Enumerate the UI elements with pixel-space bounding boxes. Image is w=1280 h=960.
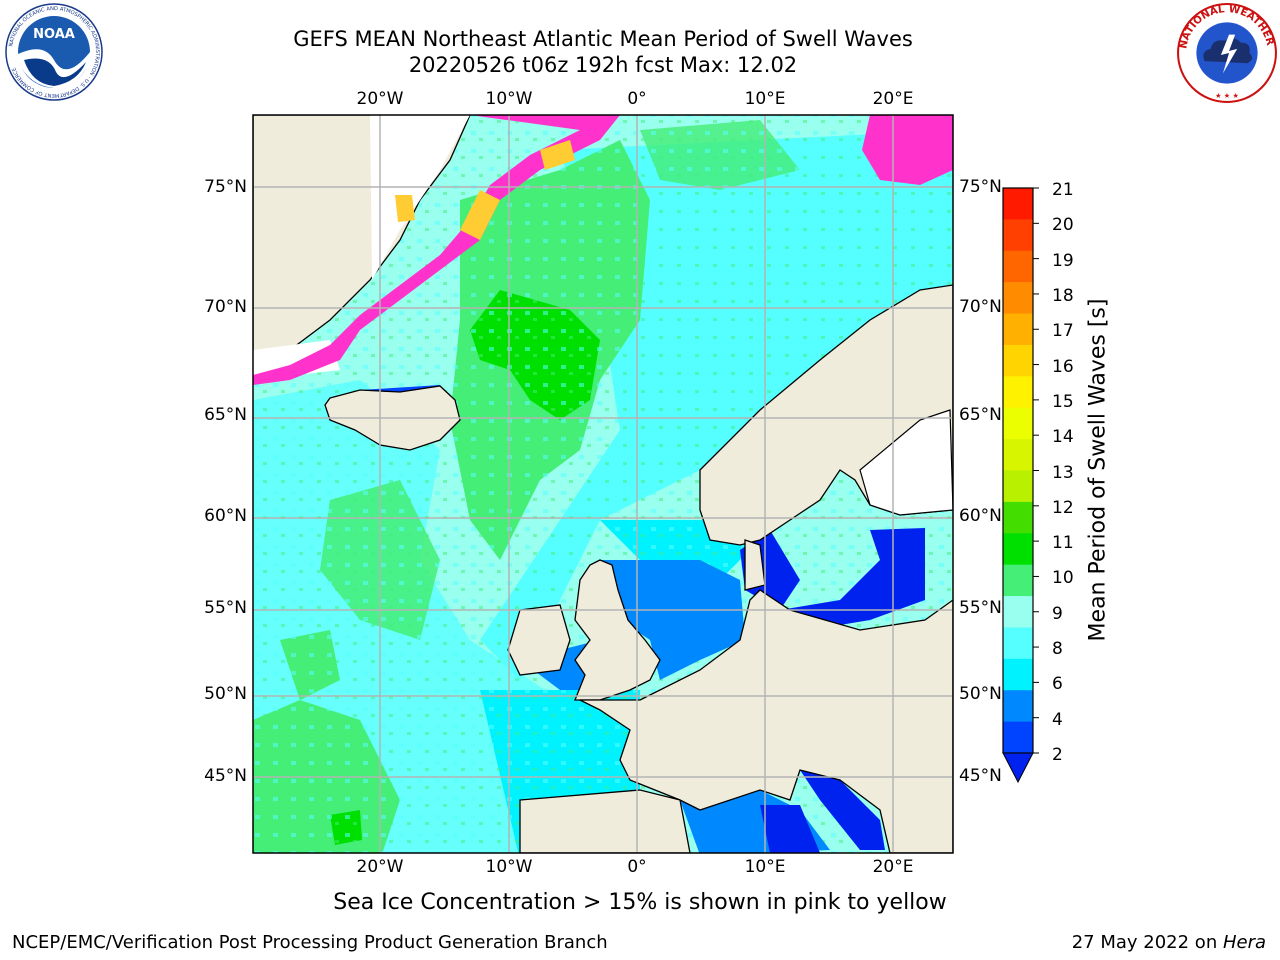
colorbar-cell: [1003, 533, 1033, 566]
sea-ice-edge-east-greenland: [253, 115, 620, 385]
lon-label-top-20w: 20°W: [356, 89, 404, 109]
colorbar-cell: [1003, 721, 1033, 754]
colorbar-tick-label: 15: [1052, 391, 1074, 412]
lat-label-left-70n: 70°N: [204, 297, 247, 317]
colorbar-tick-label: 18: [1052, 285, 1074, 306]
colorbar-tick-label: 20: [1052, 215, 1074, 236]
colorbar-cell: [1003, 344, 1033, 377]
lat-label-right-50n: 50°N: [959, 684, 1002, 704]
colorbar-tick-label: 8: [1052, 639, 1063, 660]
colorbar-label: Mean Period of Swell Waves [s]: [1085, 298, 1111, 642]
lat-label-left-45n: 45°N: [204, 766, 247, 786]
sea-ice-edge-yellow-2: [540, 140, 575, 170]
colorbar-tick-label: 12: [1052, 497, 1074, 518]
lat-label-right-60n: 60°N: [959, 506, 1002, 526]
map-frame: [252, 114, 954, 854]
colorbar-tick-label: 21: [1052, 180, 1074, 200]
map-fields: [253, 115, 953, 853]
svg-text:★ ★ ★: ★ ★ ★: [1215, 91, 1239, 100]
lon-label-bottom-10w: 10°W: [485, 857, 533, 877]
colorbar-extend-arrow: [1002, 752, 1034, 784]
noaa-logo: NOAA NATIONAL OCEANIC AND ATMOSPHERIC AD…: [5, 3, 103, 101]
chart-title: GEFS MEAN Northeast Atlantic Mean Period…: [293, 27, 913, 51]
sea-ice-caption: Sea Ice Concentration > 15% is shown in …: [333, 890, 947, 915]
colorbar-cell: [1003, 376, 1033, 409]
colorbar-cell: [1003, 282, 1033, 315]
lat-label-right-70n: 70°N: [959, 297, 1002, 317]
colorbar-cell: [1003, 596, 1033, 628]
lat-label-right-45n: 45°N: [959, 766, 1002, 786]
footer-host: Hera: [1222, 932, 1266, 953]
lat-label-left-55n: 55°N: [204, 598, 247, 618]
lat-label-left-65n: 65°N: [204, 405, 247, 425]
sea-ice-edge-svalbard: [862, 115, 953, 185]
colorbar-cell: [1003, 439, 1033, 471]
lat-label-left-75n: 75°N: [204, 177, 247, 197]
lon-label-bottom-20w: 20°W: [356, 857, 404, 877]
footer-date-text: 27 May 2022 on: [1071, 932, 1223, 953]
svg-text:NOAA: NOAA: [33, 27, 75, 42]
lat-label-right-65n: 65°N: [959, 405, 1002, 425]
colorbar-tick-label: 13: [1052, 462, 1074, 483]
nws-logo: NATIONAL WEATHER SERVICE ★ ★ ★: [1176, 2, 1277, 103]
colorbar-cell: [1003, 313, 1033, 346]
colorbar-tick-label: 11: [1052, 533, 1074, 554]
colorbar-tick-label: 19: [1052, 250, 1074, 271]
lat-label-right-55n: 55°N: [959, 598, 1002, 618]
field-band-0-2-adriatic: [800, 770, 885, 850]
colorbar-tick-label: 14: [1052, 427, 1074, 448]
lon-label-bottom-20e: 20°E: [872, 857, 914, 877]
lon-label-top-10w: 10°W: [485, 89, 533, 109]
graticule: [253, 115, 953, 853]
colorbar-tick-label: 9: [1052, 603, 1063, 624]
colorbar-cell: [1003, 690, 1033, 723]
land-continental-europe: [579, 589, 953, 853]
colorbar-tick-label: 10: [1052, 568, 1074, 589]
colorbar-tick-label: 17: [1052, 321, 1074, 342]
sea-ice-patch: [395, 195, 415, 222]
colorbar-cell: [1003, 250, 1033, 283]
chart-subtitle: 20220526 t06z 192h fcst Max: 12.02: [408, 53, 798, 77]
field-band-0-2-baltic: [780, 528, 925, 630]
colorbar-tick-label: 2: [1052, 745, 1063, 765]
lon-label-top-20e: 20°E: [872, 89, 914, 109]
colorbar-cell: [1003, 564, 1033, 597]
land-masses: [253, 115, 953, 853]
colorbar-cell: [1003, 188, 1033, 220]
footer-credit: NCEP/EMC/Verification Post Processing Pr…: [12, 932, 608, 953]
land-iberia: [519, 789, 691, 853]
lon-label-top-10e: 10°E: [744, 89, 786, 109]
colorbar-tick-label: 6: [1052, 674, 1063, 695]
lat-label-left-50n: 50°N: [204, 684, 247, 704]
footer-date: 27 May 2022 on Hera: [1020, 932, 1266, 953]
lat-label-right-75n: 75°N: [959, 177, 1002, 197]
land-ireland: [507, 604, 571, 676]
colorbar-cell: [1003, 219, 1033, 252]
colorbar-cell: [1003, 470, 1033, 503]
ice-covered-area: [370, 115, 470, 280]
colorbar-cell: [1003, 627, 1033, 660]
colorbar-tick-label: 4: [1052, 709, 1063, 730]
colorbar-cell: [1003, 658, 1033, 691]
lon-label-bottom-10e: 10°E: [744, 857, 786, 877]
sea-ice-edge-yellow: [460, 190, 500, 240]
lon-label-bottom-0: 0°: [627, 857, 647, 877]
colorbar: [1002, 187, 1039, 784]
colorbar-cell: [1003, 501, 1033, 534]
colorbar-tick-label: 16: [1052, 356, 1074, 377]
field-band-0-2-tyrrhenian: [760, 805, 820, 853]
lon-label-top-0: 0°: [627, 89, 647, 109]
gulf-of-bothnia: [859, 409, 953, 516]
colorbar-cell: [1003, 407, 1033, 440]
lat-label-left-60n: 60°N: [204, 506, 247, 526]
